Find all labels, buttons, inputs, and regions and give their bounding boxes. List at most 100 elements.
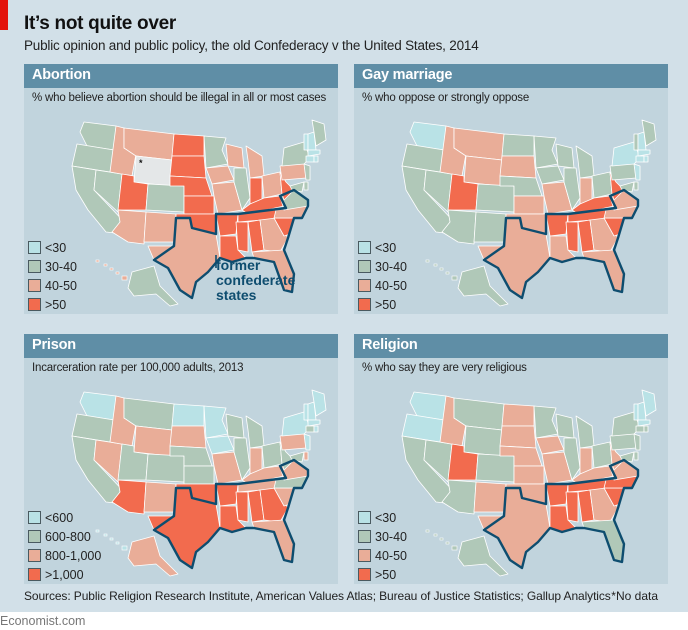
legend-swatch: [358, 279, 371, 292]
no-data-marker: *: [139, 158, 143, 168]
state-RI: [643, 425, 649, 433]
callout-line-2: confederate states: [216, 272, 296, 303]
legend-label: >50: [45, 297, 67, 312]
panel-title: Abortion: [24, 64, 338, 88]
sources-note: Sources: Public Religion Research Instit…: [24, 589, 611, 603]
state-NM: [473, 481, 507, 513]
state-IL: [233, 437, 251, 481]
legend-swatch: [28, 530, 41, 543]
panel-subtitle: % who oppose or strongly oppose: [362, 92, 530, 104]
state-OH: [261, 171, 283, 199]
state-HI: [121, 275, 128, 281]
map-legend: <30 30-40 40-50 >50: [28, 238, 77, 314]
legend-item: 600-800: [28, 527, 101, 546]
state-ME: [641, 119, 657, 147]
state-DE: [633, 451, 639, 461]
legend-swatch: [358, 298, 371, 311]
panel-subtitle: % who believe abortion should be illegal…: [32, 92, 326, 104]
state-AR: [545, 213, 569, 237]
state-NM: [143, 481, 177, 513]
legend-label: >50: [375, 567, 397, 582]
state-OH: [261, 441, 283, 469]
state-NJ: [303, 433, 311, 451]
legend-item: 30-40: [358, 527, 407, 546]
state-VT: [633, 403, 639, 421]
brand-link[interactable]: Economist.com: [0, 614, 86, 628]
state-MN: [533, 405, 559, 439]
state-MS: [235, 491, 249, 523]
legend-item: 30-40: [358, 257, 407, 276]
confederate-states-outline: [152, 458, 310, 570]
state-HI: [439, 267, 444, 271]
state-KS: [513, 465, 545, 485]
state-HI: [95, 529, 100, 533]
state-AK: [457, 535, 509, 577]
state-HI: [425, 259, 430, 263]
state-NJ: [633, 433, 641, 451]
state-HI: [115, 541, 120, 545]
state-VT: [633, 133, 639, 151]
state-CO: [475, 183, 515, 213]
state-HI: [451, 275, 458, 281]
map-area: <30 30-40 40-50 >50: [354, 110, 668, 314]
map-area: <600 600-800 800-1,000 >1,000: [24, 380, 338, 584]
state-CO: [145, 453, 185, 483]
us-choropleth-map: *: [71, 119, 327, 307]
legend-label: 40-50: [45, 278, 77, 293]
state-CT: [305, 425, 315, 433]
map-area: <30 30-40 40-50 >50: [354, 380, 668, 584]
brand-red-tab: [0, 0, 8, 30]
state-IL: [563, 437, 581, 481]
state-KS: [513, 195, 545, 215]
state-HI: [109, 267, 114, 271]
state-DE: [303, 451, 309, 461]
state-HI: [445, 541, 450, 545]
state-MO: [211, 181, 243, 215]
state-SD: [499, 425, 537, 449]
state-MA: [307, 419, 321, 427]
state-ND: [171, 133, 205, 157]
legend-swatch: [28, 241, 41, 254]
panel-title: Prison: [24, 334, 338, 358]
legend-label: 800-1,000: [45, 548, 102, 563]
callout-line-1: former: [216, 257, 261, 273]
state-ND: [501, 133, 535, 157]
legend-swatch: [358, 511, 371, 524]
state-IA: [205, 165, 235, 185]
panel-religion: Religion % who say they are very religio…: [354, 334, 668, 584]
state-MI: [575, 415, 595, 449]
map-legend: <600 600-800 800-1,000 >1,000: [28, 508, 101, 584]
state-MI: [575, 145, 595, 179]
legend-label: 600-800: [45, 529, 91, 544]
state-WI: [225, 143, 245, 169]
us-choropleth-map: [401, 119, 657, 307]
legend-label: >50: [375, 297, 397, 312]
state-SD: [499, 155, 537, 179]
legend-item: <30: [358, 508, 407, 527]
state-SD: [169, 425, 207, 449]
legend-item: >50: [28, 295, 77, 314]
legend-label: <30: [375, 240, 397, 255]
legend-item: 40-50: [358, 546, 407, 565]
legend-item: >1,000: [28, 565, 101, 584]
legend-item: >50: [358, 295, 407, 314]
legend-label: 40-50: [375, 548, 407, 563]
state-IA: [535, 435, 565, 455]
state-MA: [637, 149, 651, 157]
state-CT: [635, 425, 645, 433]
state-WI: [225, 413, 245, 439]
state-MN: [533, 135, 559, 169]
state-HI: [451, 545, 458, 551]
legend-label: <30: [45, 240, 67, 255]
confederate-states-outline: [152, 188, 310, 300]
state-CT: [305, 155, 315, 163]
legend-item: 40-50: [358, 276, 407, 295]
state-HI: [121, 545, 128, 551]
state-NM: [143, 211, 177, 243]
state-MI: [245, 145, 265, 179]
legend-label: 30-40: [45, 259, 77, 274]
state-MS: [565, 221, 579, 253]
state-HI: [445, 271, 450, 275]
state-IA: [535, 165, 565, 185]
map-legend: <30 30-40 40-50 >50: [358, 238, 407, 314]
